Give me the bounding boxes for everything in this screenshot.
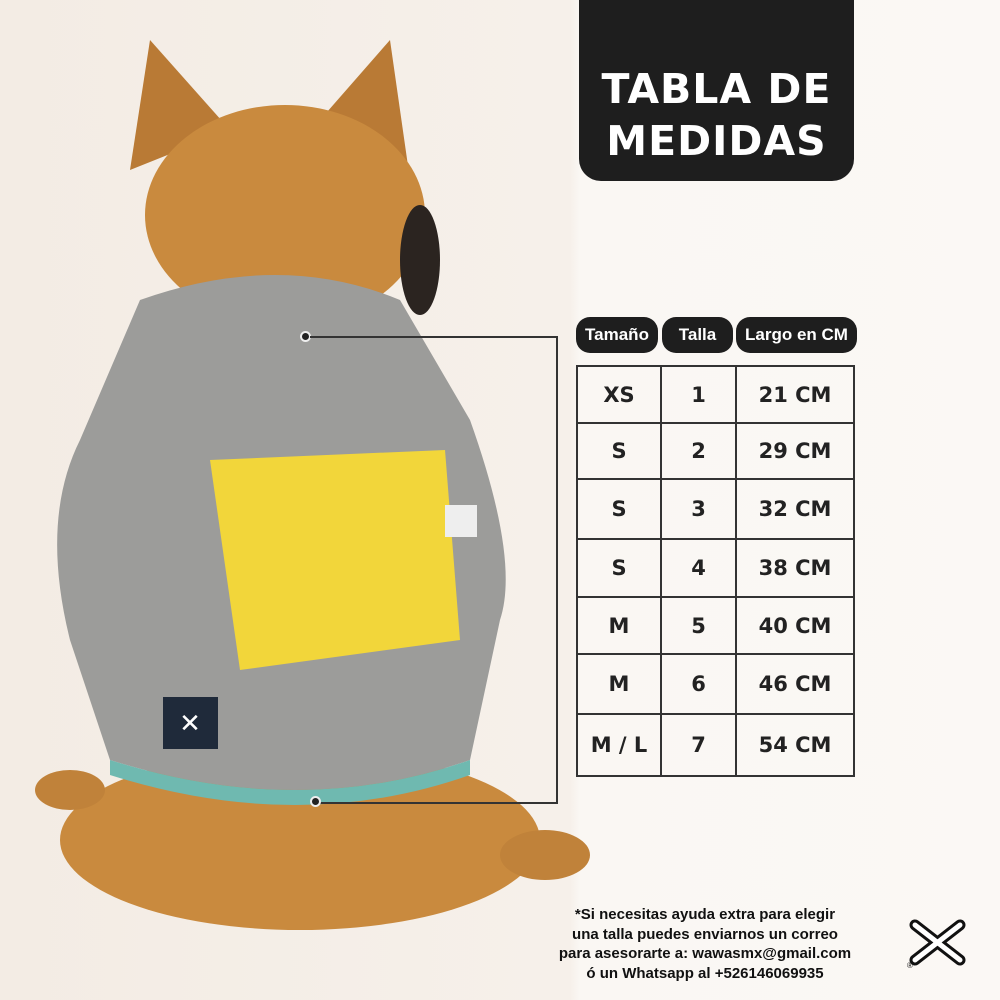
talla-cell: 5	[660, 596, 737, 655]
note-line: para asesorarte a: wawasmx@gmail.com	[558, 945, 852, 962]
header-largo: Largo en CM	[736, 317, 857, 353]
table-row: S 2 29 CM	[576, 422, 855, 480]
length-cell: 29 CM	[735, 422, 855, 480]
talla-cell: 3	[660, 478, 737, 540]
sweater-trim	[110, 760, 470, 805]
title-line: TABLA DE	[601, 65, 832, 113]
length-cell: 32 CM	[735, 478, 855, 540]
size-cell: S	[576, 538, 662, 598]
note-line: una talla puedes enviarnos un correo	[572, 925, 838, 943]
header-talla: Talla	[662, 317, 733, 353]
length-cell: 40 CM	[735, 596, 855, 655]
crossbones-logo-icon: ®	[907, 919, 966, 970]
table-row: M 5 40 CM	[576, 596, 855, 655]
talla-cell: 1	[660, 365, 737, 424]
talla-cell: 7	[660, 713, 737, 777]
yellow-pocket	[210, 450, 460, 670]
dog-paw	[500, 830, 590, 880]
length-cell: 38 CM	[735, 538, 855, 598]
table-row: S 3 32 CM	[576, 478, 855, 540]
size-cell: S	[576, 422, 662, 480]
help-note: *Si necesitas ayuda extra para elegir un…	[530, 905, 880, 983]
size-cell: XS	[576, 365, 662, 424]
size-cell: M	[576, 653, 662, 715]
header-tamano: Tamaño	[576, 317, 658, 353]
table-row: M 6 46 CM	[576, 653, 855, 715]
talla-cell: 4	[660, 538, 737, 598]
table-row: XS 1 21 CM	[576, 365, 855, 424]
size-cell: M	[576, 596, 662, 655]
measure-line	[310, 336, 558, 338]
note-line: ó un Whatsapp al +526146069935	[586, 964, 824, 982]
size-table: XS 1 21 CM S 2 29 CM S 3 32 CM S 4 38 CM M 5 40 CM M 6 46…	[576, 365, 855, 777]
registered-mark: ®	[907, 961, 913, 970]
table-row: M / L 7 54 CM	[576, 713, 855, 777]
sweater-logo-patch	[163, 697, 218, 749]
dog-paw	[35, 770, 105, 810]
length-cell: 46 CM	[735, 653, 855, 715]
size-cell: S	[576, 478, 662, 540]
measure-end-dot	[310, 796, 321, 807]
dog-muzzle	[400, 205, 440, 315]
dog-hindquarters	[60, 750, 540, 930]
talla-cell: 6	[660, 653, 737, 715]
length-cell: 54 CM	[735, 713, 855, 777]
title-line: MEDIDAS	[606, 117, 827, 165]
length-cell: 21 CM	[735, 365, 855, 424]
svg-text:✕: ✕	[179, 709, 201, 739]
table-row: S 4 38 CM	[576, 538, 855, 598]
size-cell: M / L	[576, 713, 662, 777]
talla-cell: 2	[660, 422, 737, 480]
sweater-tag	[445, 505, 477, 537]
measure-line	[556, 336, 558, 803]
note-line: *Si necesitas ayuda extra para elegir	[574, 906, 836, 923]
title-banner: TABLA DE MEDIDAS	[579, 0, 854, 181]
dog-head	[145, 105, 425, 325]
measure-line	[320, 802, 558, 804]
